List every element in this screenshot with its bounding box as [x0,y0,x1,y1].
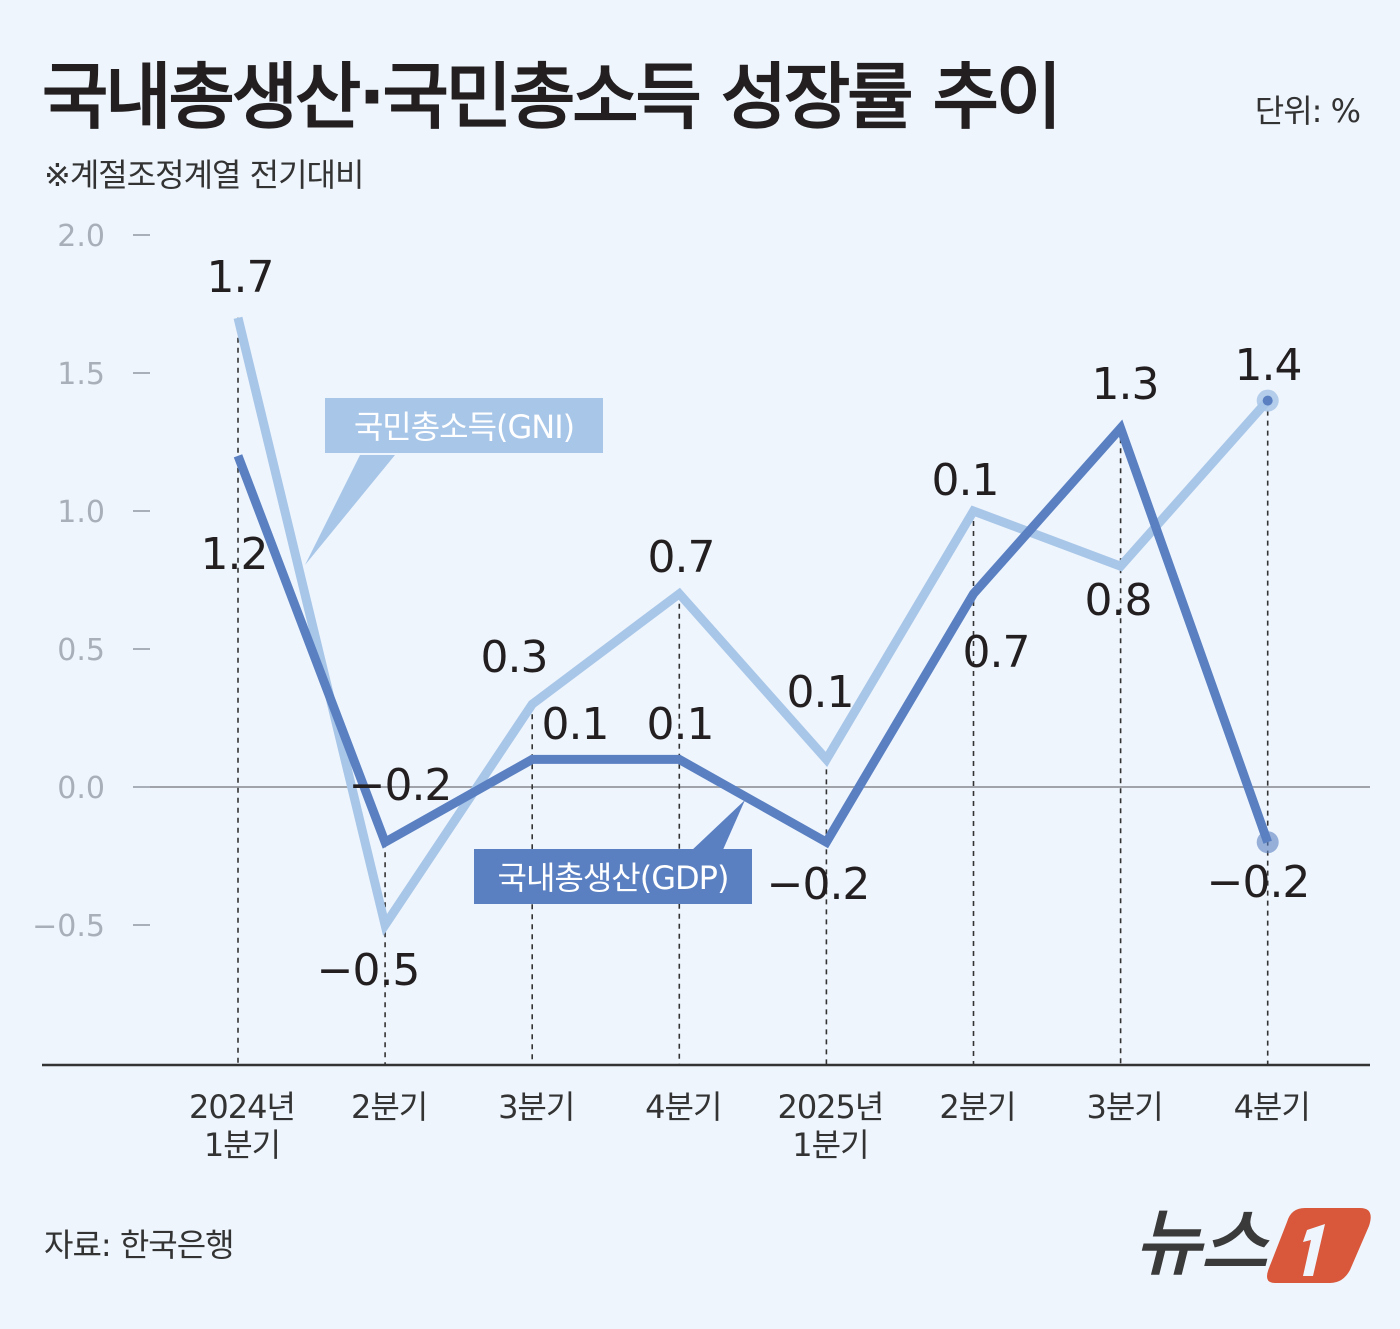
gdp-data-label: 0.7 [963,627,1030,678]
gni-data-label: −0.5 [317,945,420,996]
gni-series-line [233,316,1272,937]
gdp-data-label: 0.1 [542,699,609,750]
x-tick-label: 1분기 [792,1126,868,1164]
chart-subtitle: ※계절조정계열 전기대비 [44,156,364,194]
gdp-end-marker [1256,831,1279,854]
gdp-data-label: 1.3 [1092,359,1159,410]
gni-data-label: 0.3 [481,632,548,683]
gni-legend-label: 국민총소득(GNI) [354,408,574,446]
y-tick-label: 0.5 [57,633,105,668]
x-tick-label: 3분기 [1086,1088,1162,1126]
gdp-data-label: −0.2 [767,859,870,910]
gdp-data-label: −0.2 [1207,857,1310,908]
chart-title: 국내총생산·국민총소득 성장률 추이 [42,55,1062,139]
x-tick-label: 2025년 [777,1088,883,1126]
gni-legend-pointer [305,455,395,565]
gdp-data-label: 0.1 [647,699,714,750]
gni-data-label: 0.1 [932,455,999,506]
gni-data-label: 1.7 [207,252,274,303]
x-tick-label: 3분기 [498,1088,574,1126]
x-tick-label: 2024년 [189,1088,295,1126]
y-tick-label: 1.5 [57,357,105,392]
gni-legend-box [325,398,603,453]
gni-data-label: 0.7 [648,532,715,583]
gni-data-label: 0.1 [787,667,854,718]
x-tick-label: 4분기 [645,1088,721,1126]
y-tick-label: 1.0 [57,495,105,530]
y-tick-label: −0.5 [32,909,105,944]
gni-data-label: 1.4 [1235,340,1302,391]
x-tick-label: 4분기 [1234,1088,1310,1126]
y-tick-label: 2.0 [57,219,105,254]
gdp-legend-pointer [690,800,745,852]
x-tick-label: 2분기 [939,1088,1015,1126]
gdp-legend-box [474,849,752,904]
gni-data-label: 0.8 [1085,575,1152,626]
logo-icon: 뉴스 [1135,1201,1371,1285]
gni-end-dot [1262,395,1273,406]
y-tick-label: 0.0 [57,771,105,806]
x-tick-label: 1분기 [204,1126,280,1164]
unit-label: 단위: % [1254,92,1361,130]
svg-text:뉴스: 뉴스 [1135,1201,1270,1285]
source-label: 자료: 한국은행 [44,1226,235,1264]
x-tick-label: 2분기 [351,1088,427,1126]
gdp-data-label: −0.2 [349,760,452,811]
gdp-data-label: 1.2 [201,529,268,580]
news1-logo: 뉴스 [1135,1198,1375,1292]
gdp-series-line [233,419,1272,849]
gdp-legend-label: 국내총생산(GDP) [498,859,729,897]
